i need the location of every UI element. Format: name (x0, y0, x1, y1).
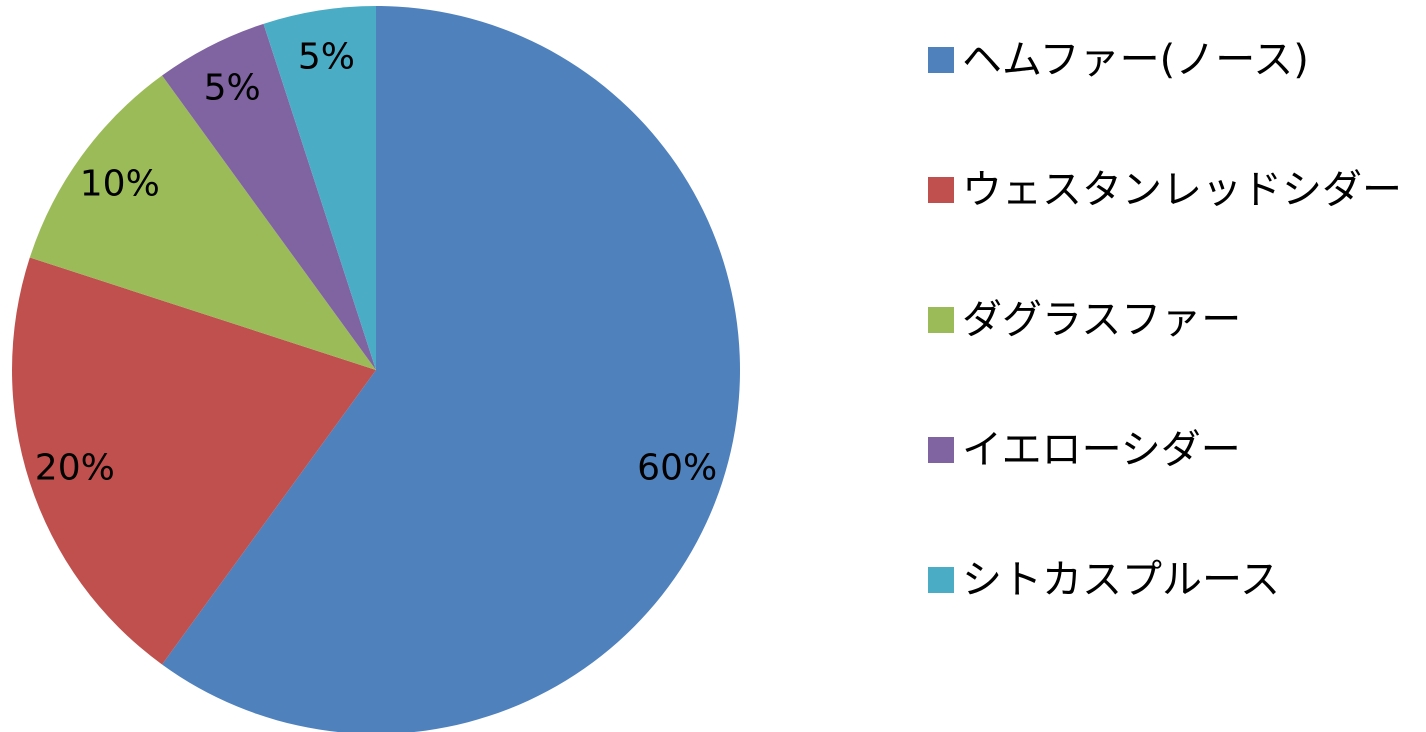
legend-swatch (928, 177, 954, 203)
legend-label: シトカスプルース (962, 557, 1280, 603)
data-label: 10% (80, 163, 160, 204)
legend-swatch (928, 437, 954, 463)
chart-legend: ヘムファー(ノース) ウェスタンレッドシダー ダグラスファー イエローシダー シトカスプ… (928, 28, 1402, 678)
legend-swatch (928, 307, 954, 333)
legend-label: ヘムファー(ノース) (962, 37, 1309, 83)
pie-chart-plot: 60% 20% 10% 5% 5% (12, 6, 740, 732)
pie-slice (29, 75, 376, 371)
pie-slice (162, 23, 376, 370)
data-label: 5% (298, 37, 355, 78)
data-label: 60% (637, 447, 717, 488)
legend-label: ウェスタンレッドシダー (962, 167, 1402, 213)
data-label: 20% (35, 447, 115, 488)
data-label: 5% (204, 67, 261, 108)
legend-swatch (928, 567, 954, 593)
pie-slice (263, 6, 376, 370)
legend-label: イエローシダー (962, 427, 1241, 473)
legend-item: イエローシダー (928, 418, 1402, 482)
legend-item: シトカスプルース (928, 548, 1402, 612)
legend-item: ヘムファー(ノース) (928, 28, 1402, 92)
legend-label: ダグラスファー (962, 297, 1242, 343)
legend-swatch (928, 47, 954, 73)
pie-slice (12, 257, 376, 665)
legend-item: ダグラスファー (928, 288, 1402, 352)
pie-slice (162, 6, 740, 732)
legend-item: ウェスタンレッドシダー (928, 158, 1402, 222)
